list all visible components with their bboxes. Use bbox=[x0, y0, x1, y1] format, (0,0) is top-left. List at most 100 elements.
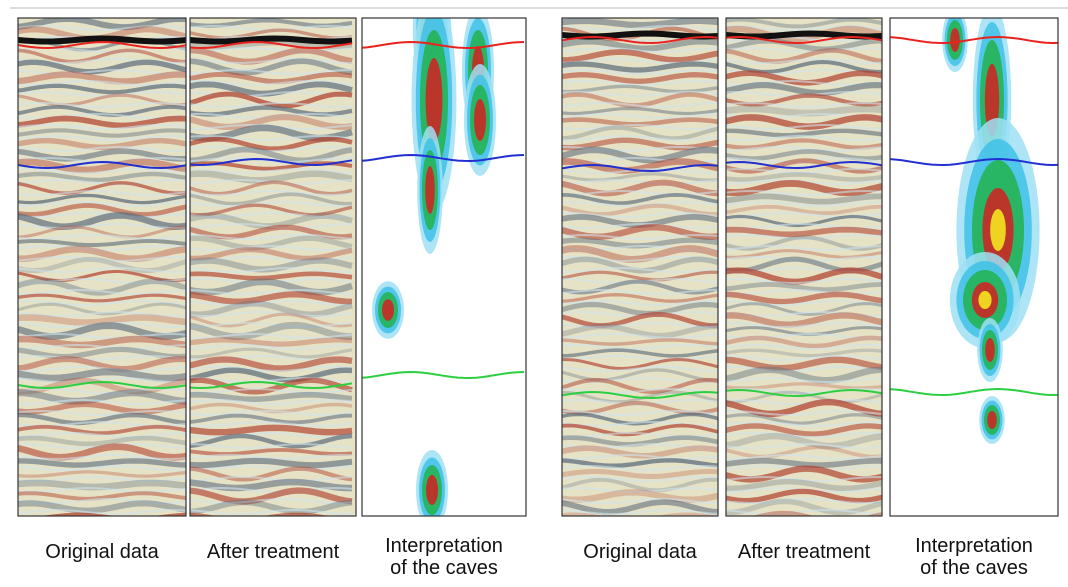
seismic-stripe bbox=[18, 71, 186, 85]
seismic-stripe bbox=[190, 457, 353, 469]
seismic-stripe bbox=[726, 488, 882, 504]
seismic-trough bbox=[190, 58, 353, 65]
seismic-stripe bbox=[726, 445, 882, 459]
seismic-trough bbox=[726, 521, 882, 525]
seismic-stripe bbox=[190, 146, 353, 164]
seismic-stripe bbox=[190, 271, 353, 281]
seismic-trough bbox=[18, 288, 186, 296]
seismic-stripe bbox=[18, 500, 186, 514]
seismic-trough bbox=[18, 69, 186, 76]
panel-frame bbox=[889, 17, 1059, 517]
seismic-stripe bbox=[190, 321, 353, 341]
cave-anomaly bbox=[984, 64, 1000, 136]
seismic-trough bbox=[190, 465, 353, 472]
seismic-trough bbox=[562, 464, 718, 472]
cave-anomaly bbox=[978, 291, 992, 309]
panel-frame bbox=[361, 17, 527, 517]
seismic-stripe bbox=[726, 356, 882, 372]
seismic-stripe bbox=[190, 114, 353, 130]
seismic-stripe bbox=[726, 48, 882, 64]
seismic-stripe bbox=[562, 477, 718, 493]
panel bbox=[562, 18, 718, 516]
seismic-stripe bbox=[726, 138, 882, 150]
seismic-stripe bbox=[190, 58, 353, 76]
seismic-stripe bbox=[18, 412, 186, 426]
seismic-trough bbox=[726, 189, 882, 196]
seismic-stripe bbox=[726, 423, 882, 437]
seismic-stripe bbox=[190, 466, 353, 482]
horizon bbox=[890, 35, 1058, 45]
seismic-trough bbox=[562, 233, 718, 240]
seismic-trough bbox=[18, 189, 186, 197]
seismic-trough bbox=[18, 277, 186, 285]
seismic-trough bbox=[190, 509, 353, 516]
seismic-trough bbox=[562, 409, 718, 417]
seismic-stripe bbox=[18, 256, 186, 273]
seismic-trough bbox=[726, 135, 882, 142]
cave-anomaly bbox=[990, 209, 1006, 251]
horizon bbox=[890, 157, 1058, 167]
seismic-trough bbox=[726, 58, 882, 65]
seismic-trough bbox=[190, 266, 353, 274]
seismic-stripe bbox=[18, 239, 186, 247]
seismic-trough bbox=[726, 365, 882, 373]
seismic-trough bbox=[190, 310, 353, 318]
panel-caption: After treatment bbox=[738, 541, 871, 563]
seismic-stripe bbox=[18, 389, 186, 405]
seismic-stripe bbox=[18, 458, 186, 468]
seismic-stripe bbox=[190, 291, 353, 305]
seismic-stripe bbox=[18, 158, 186, 174]
seismic-trough bbox=[190, 288, 353, 296]
horizon bbox=[362, 370, 525, 380]
seismic-trough bbox=[190, 167, 353, 175]
seismic-trough bbox=[190, 102, 353, 109]
seismic-trough bbox=[18, 146, 186, 153]
seismic-trough bbox=[562, 508, 718, 515]
seismic-trough bbox=[18, 343, 186, 350]
cave-anomaly bbox=[985, 338, 995, 362]
seismic-trough bbox=[726, 277, 882, 285]
seismic-stripe bbox=[726, 432, 882, 450]
cave-anomaly bbox=[950, 28, 960, 52]
seismic-trough bbox=[562, 398, 718, 405]
cave-anomaly bbox=[987, 411, 997, 429]
seismic-stripe bbox=[726, 457, 882, 468]
seismic-stripe bbox=[726, 214, 882, 228]
seismic-trough bbox=[726, 343, 882, 350]
seismic-trough bbox=[190, 68, 353, 76]
seismic-trough bbox=[18, 212, 186, 219]
seismic-trough bbox=[562, 189, 718, 197]
seismic-stripe bbox=[726, 38, 882, 52]
seismic-trough bbox=[18, 178, 186, 185]
seismic-stripe bbox=[18, 115, 186, 129]
seismic-trough bbox=[726, 124, 882, 131]
panel bbox=[190, 18, 356, 516]
cave-anomaly bbox=[474, 99, 486, 141]
seismic-trough bbox=[562, 68, 718, 75]
seismic-trough bbox=[18, 409, 186, 416]
panel bbox=[362, 18, 526, 516]
seismic-stripe bbox=[562, 338, 718, 346]
horizon bbox=[562, 390, 718, 400]
seismic-stripe bbox=[562, 193, 718, 205]
seismic-stripe bbox=[562, 348, 718, 358]
panel-caption: of the caves bbox=[920, 557, 1028, 579]
seismic-stripe bbox=[190, 413, 353, 425]
seismic-stripe bbox=[18, 302, 186, 316]
seismic-stripe bbox=[562, 323, 718, 339]
seismic-trough bbox=[18, 80, 186, 87]
panel bbox=[890, 18, 1058, 516]
seismic-trough bbox=[18, 24, 186, 32]
horizon bbox=[18, 40, 186, 50]
seismic-trough bbox=[190, 244, 353, 252]
seismic-trough bbox=[18, 333, 186, 340]
horizon bbox=[190, 157, 353, 167]
seismic-stripe bbox=[562, 311, 718, 328]
strong-reflector bbox=[18, 35, 186, 45]
seismic-stripe bbox=[18, 278, 186, 296]
seismic-trough bbox=[190, 255, 353, 263]
cave-anomaly bbox=[382, 299, 394, 321]
seismic-stripe bbox=[18, 181, 186, 195]
seismic-trough bbox=[562, 124, 718, 131]
